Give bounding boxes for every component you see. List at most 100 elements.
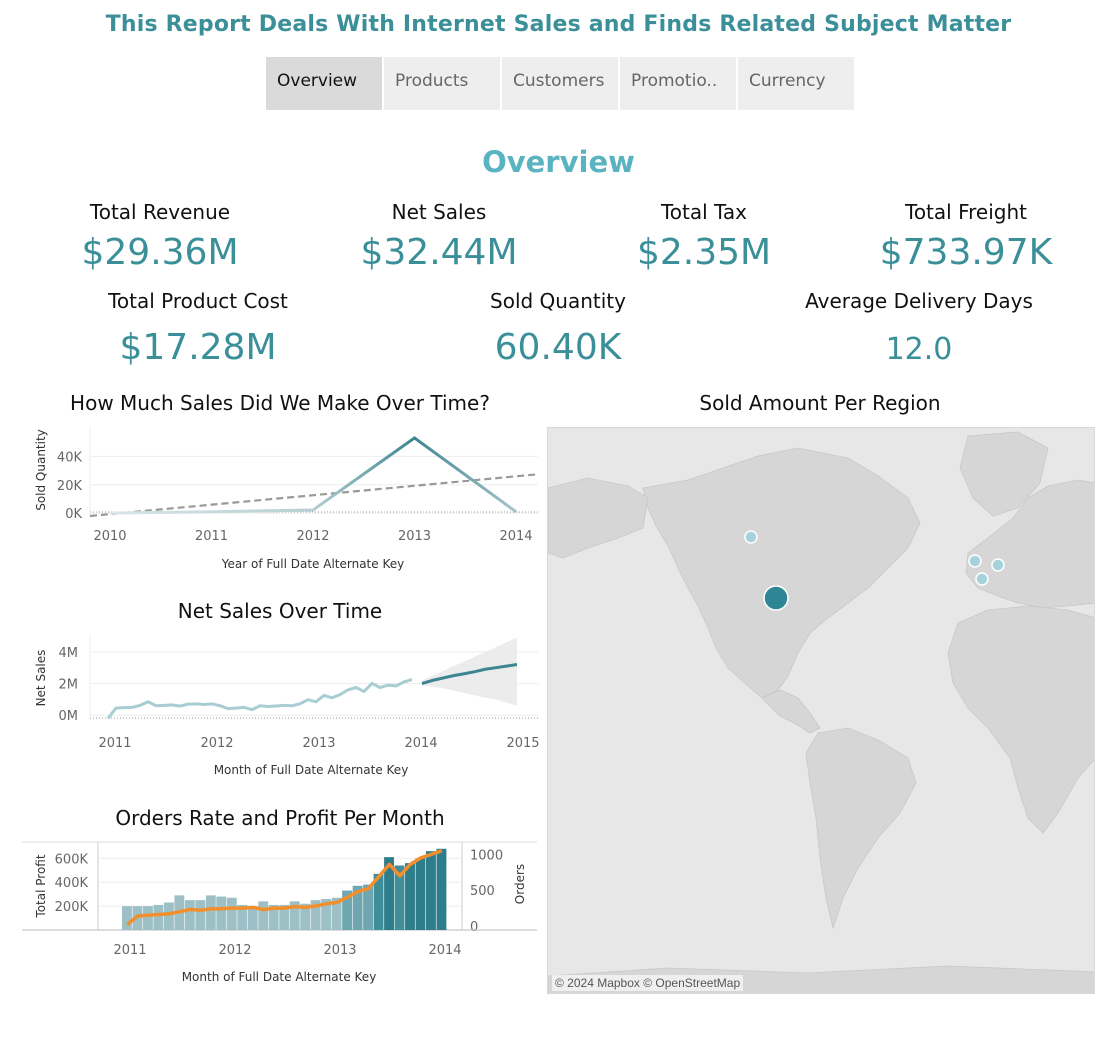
map-point-canada[interactable] [744, 530, 758, 544]
map-land-north-america [642, 447, 921, 699]
profit-bar [394, 865, 405, 930]
x-tick-label: 2011 [113, 943, 146, 958]
map-land-africa [947, 605, 1094, 834]
kpi-total-tax-label: Total Tax [660, 200, 748, 224]
profit-bar [247, 908, 258, 930]
net-sales-over-time-chart[interactable]: 0M 2M 4M 2011 2012 2013 2014 2015 Month of Full … [0, 628, 545, 783]
profit-bar [122, 906, 132, 930]
kpi-avg-delivery-days-label: Average Delivery Days [805, 289, 1033, 313]
section-title: Overview [482, 145, 635, 179]
profit-bar [195, 900, 206, 930]
profit-bar [310, 900, 321, 930]
profit-bar [300, 903, 311, 930]
y-axis-title: Total Profit [34, 854, 48, 918]
x-tick-label: 2013 [323, 943, 356, 958]
profit-bar [415, 858, 426, 930]
profit-bar [226, 897, 237, 930]
x-tick-label: 2012 [296, 529, 329, 544]
y-tick-label: 20K [57, 479, 83, 494]
x-tick-label: 2013 [398, 529, 431, 544]
x-tick-label: 2013 [302, 736, 335, 751]
map-attribution[interactable]: © 2024 Mapbox © OpenStreetMap [552, 975, 744, 991]
y-tick-label: 400K [55, 876, 89, 891]
x-tick-label: 2011 [98, 736, 131, 751]
profit-bar [426, 851, 436, 930]
x-tick-label: 2014 [404, 736, 437, 751]
kpi-total-revenue-label: Total Revenue [89, 200, 231, 224]
y2-tick-label: 0 [470, 920, 478, 935]
profit-bar [363, 884, 374, 930]
tab-currency[interactable]: Currency [738, 57, 854, 110]
profit-bar [289, 901, 300, 930]
profit-bar [331, 897, 342, 930]
profit-bar [153, 904, 164, 930]
x-axis-title: Year of Full Date Alternate Key [221, 557, 404, 571]
map-land-alaska [548, 477, 649, 559]
profit-bar [384, 857, 394, 930]
y2-tick-label: 1000 [470, 848, 503, 863]
map-land-central-america [761, 689, 821, 734]
y-tick-label: 4M [59, 646, 79, 661]
kpi-total-product-cost-label: Total Product Cost [108, 289, 288, 313]
x-tick-label: 2014 [499, 529, 532, 544]
x-axis-title: Month of Full Date Alternate Key [182, 970, 377, 984]
kpi-sold-quantity-value: 60.40K [494, 327, 622, 368]
kpi-total-freight-label: Total Freight [905, 200, 1027, 224]
dashboard-tabs: Overview Products Customers Promotio.. C… [266, 57, 854, 110]
chart-sales-over-time-title: How Much Sales Did We Make Over Time? [70, 391, 490, 415]
profit-bar [184, 900, 195, 930]
profit-bar [216, 896, 227, 930]
tab-products[interactable]: Products [384, 57, 500, 110]
profit-bar [373, 873, 384, 930]
x-axis-title: Month of Full Date Alternate Key [214, 763, 409, 777]
profit-bar [436, 848, 447, 930]
map-point-united-kingdom[interactable] [968, 554, 982, 568]
kpi-sold-quantity-label: Sold Quantity [490, 289, 626, 313]
kpi-total-product-cost-value: $17.28M [119, 327, 277, 368]
x-tick-label: 2014 [428, 943, 461, 958]
tab-customers[interactable]: Customers [502, 57, 618, 110]
map-point-united-states[interactable] [763, 585, 789, 611]
y-tick-label: 600K [55, 852, 89, 867]
x-tick-label: 2011 [195, 529, 228, 544]
map-land-greenland [959, 431, 1049, 517]
profit-bar [237, 904, 248, 930]
y-tick-label: 2M [59, 678, 79, 693]
y2-axis-title: Orders [513, 864, 527, 904]
x-tick-label: 2012 [200, 736, 233, 751]
trend-line [89, 473, 539, 518]
map-point-france[interactable] [975, 572, 989, 586]
y-axis-title: Net Sales [34, 650, 48, 707]
map-land-south-america [805, 727, 917, 930]
y2-tick-label: 500 [470, 884, 495, 899]
y-tick-label: 40K [57, 450, 83, 465]
profit-bar [142, 906, 153, 930]
sold-amount-map[interactable]: © 2024 Mapbox © OpenStreetMap [547, 427, 1095, 994]
kpi-avg-delivery-days-value: 12.0 [885, 332, 953, 367]
orders-profit-chart[interactable]: 200K 400K 600K 0 500 1000 2011 2012 2013 2014 Mont… [0, 836, 545, 991]
y-tick-label: 0M [59, 709, 79, 724]
kpi-total-tax-value: $2.35M [636, 232, 772, 273]
y-tick-label: 200K [55, 900, 89, 915]
tab-overview[interactable]: Overview [266, 57, 382, 110]
sold-quantity-line [109, 436, 517, 515]
tab-promotions[interactable]: Promotio.. [620, 57, 736, 110]
chart-orders-profit-title: Orders Rate and Profit Per Month [115, 806, 445, 830]
y-axis-title: Sold Quantity [34, 429, 48, 511]
sales-over-time-chart[interactable]: 0K 20K 40K 2010 2011 2012 2013 2014 Year of Full… [0, 420, 545, 580]
y-tick-label: 0K [65, 507, 82, 522]
map-point-germany[interactable] [991, 558, 1005, 572]
net-sales-forecast-line [421, 663, 518, 685]
chart-net-sales-title: Net Sales Over Time [177, 599, 383, 623]
profit-bar [279, 904, 290, 930]
profit-bar [342, 890, 353, 930]
kpi-total-revenue-value: $29.36M [81, 232, 239, 273]
report-title: This Report Deals With Internet Sales an… [105, 12, 1012, 37]
profit-bar [258, 901, 269, 930]
net-sales-actual-line [106, 678, 413, 720]
x-tick-label: 2012 [218, 943, 251, 958]
orders-line [126, 849, 443, 926]
x-tick-label: 2015 [506, 736, 539, 751]
profit-bar [321, 898, 332, 930]
profit-bar [268, 904, 279, 930]
